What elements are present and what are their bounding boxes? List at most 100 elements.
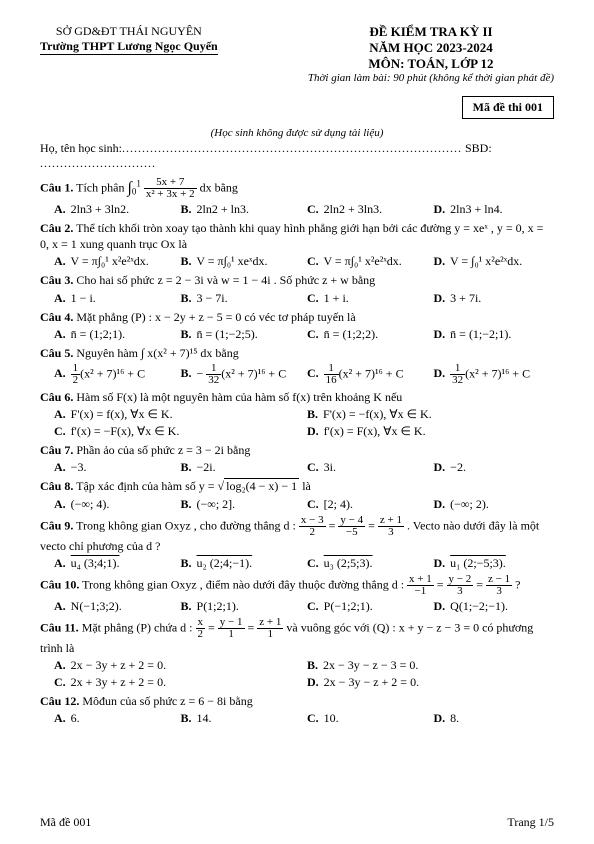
q12-opt-d: D. 8.: [434, 711, 555, 726]
q2-label: Câu 2.: [40, 221, 73, 235]
question-4: Câu 4. Mặt phẳng (P) : x − 2y + z − 5 = …: [40, 309, 554, 325]
school-name: Trường THPT Lương Ngọc Quyến: [40, 39, 218, 55]
exam-page: SỞ GD&ĐT THÁI NGUYÊN Trường THPT Lương N…: [0, 0, 594, 844]
q5-label: Câu 5.: [40, 346, 73, 360]
question-9: Câu 9. Trong không gian Oxyz , cho đường…: [40, 515, 554, 554]
q2-opt-a: A. V = π∫₀¹ x²e²ˣdx.: [54, 254, 175, 269]
q9-label: Câu 9.: [40, 518, 73, 532]
header: SỞ GD&ĐT THÁI NGUYÊN Trường THPT Lương N…: [40, 24, 554, 84]
exam-title: ĐỀ KIỂM TRA KỲ II: [308, 24, 554, 40]
q5-opt-b: B. − 132(x² + 7)¹⁶ + C: [181, 363, 302, 386]
q11-text-a: Mặt phẳng (P) chứa d :: [82, 620, 196, 634]
q2-opt-c: C. V = π∫₀¹ x²e²ˣdx.: [307, 254, 428, 269]
q2-opt-d: D. V = ∫₀¹ x²e²ˣdx.: [434, 254, 555, 269]
header-right: ĐỀ KIỂM TRA KỲ II NĂM HỌC 2023-2024 MÔN:…: [308, 24, 554, 84]
footer-left: Mã đề 001: [40, 815, 91, 830]
q10-opt-a: A. N(−1;3;2).: [54, 599, 175, 614]
q6-options: A. F'(x) = f(x), ∀x ∈ K. B. F'(x) = −f(x…: [54, 407, 554, 439]
q7-opt-b: B. −2i.: [181, 460, 302, 475]
q8-text-b: là: [302, 479, 311, 493]
q7-label: Câu 7.: [40, 443, 73, 457]
q12-text: Môđun của số phức z = 6 − 8i bằng: [82, 694, 252, 708]
question-11: Câu 11. Mặt phẳng (P) chứa d : x2 = y − …: [40, 617, 554, 656]
q8-text-a: Tập xác định của hàm số y =: [76, 479, 217, 493]
q12-label: Câu 12.: [40, 694, 79, 708]
q10-opt-c: C. P(−1;2;1).: [307, 599, 428, 614]
q7-opt-d: D. −2.: [434, 460, 555, 475]
dots2: .............................: [40, 156, 156, 170]
q10-text-a: Trong không gian Oxyz , điểm nào dưới đâ…: [82, 577, 407, 591]
q6-opt-b: B. F'(x) = −f(x), ∀x ∈ K.: [307, 407, 554, 422]
q11-opt-c: C. 2x + 3y + z + 2 = 0.: [54, 675, 301, 690]
question-6: Câu 6. Hàm số F(x) là một nguyên hàm của…: [40, 389, 554, 405]
q10-text-b: ?: [515, 577, 520, 591]
question-5: Câu 5. Nguyên hàm ∫ x(x² + 7)¹⁵ dx bằng: [40, 345, 554, 361]
q1-text-a: Tích phân: [76, 180, 127, 194]
q2-options: A. V = π∫₀¹ x²e²ˣdx. B. V = π∫₀¹ xeˣdx. …: [54, 254, 554, 269]
exam-subject: MÔN: TOÁN, LỚP 12: [308, 56, 554, 72]
q4-opt-c: C. n̄ = (1;2;2).: [307, 327, 428, 342]
q1-frac: 5x + 7x² + 3x + 2: [144, 177, 197, 200]
q6-label: Câu 6.: [40, 390, 73, 404]
q4-label: Câu 4.: [40, 310, 73, 324]
q5-options: A. 12(x² + 7)¹⁶ + C B. − 132(x² + 7)¹⁶ +…: [54, 363, 554, 386]
question-7: Câu 7. Phần ảo của số phức z = 3 − 2i bằ…: [40, 442, 554, 458]
q7-options: A. −3. B. −2i. C. 3i. D. −2.: [54, 460, 554, 475]
q2-text: Thể tích khối tròn xoay tạo thành khi qu…: [40, 221, 543, 251]
q1-opt-d: D. 2ln3 + ln4.: [434, 202, 555, 217]
student-row: Họ, tên học sinh:.......................…: [40, 141, 554, 171]
q6-opt-a: A. F'(x) = f(x), ∀x ∈ K.: [54, 407, 301, 422]
dots: ........................................…: [122, 141, 462, 155]
question-2: Câu 2. Thể tích khối tròn xoay tạo thành…: [40, 220, 554, 252]
q1-opt-b: B. 2ln2 + ln3.: [181, 202, 302, 217]
q3-opt-c: C. 1 + i.: [307, 291, 428, 306]
q2-opt-b: B. V = π∫₀¹ xeˣdx.: [181, 254, 302, 269]
question-10: Câu 10. Trong không gian Oxyz , điểm nào…: [40, 574, 554, 597]
q4-options: A. n̄ = (1;2;1). B. n̄ = (1;−2;5). C. n̄…: [54, 327, 554, 342]
q8-opt-d: D. (−∞; 2).: [434, 497, 555, 512]
q3-opt-a: A. 1 − i.: [54, 291, 175, 306]
q11-label: Câu 11.: [40, 620, 79, 634]
q5-opt-d: D. 132(x² + 7)¹⁶ + C: [434, 363, 555, 386]
header-left: SỞ GD&ĐT THÁI NGUYÊN Trường THPT Lương N…: [40, 24, 218, 84]
exam-year: NĂM HỌC 2023-2024: [308, 40, 554, 56]
q8-opt-c: C. [2; 4).: [307, 497, 428, 512]
footer-right: Trang 1/5: [507, 815, 554, 830]
q10-options: A. N(−1;3;2). B. P(1;2;1). C. P(−1;2;1).…: [54, 599, 554, 614]
q11-opt-d: D. 2x − 3y − z + 2 = 0.: [307, 675, 554, 690]
q9-options: A. u₄ (3;4;1). B. u₂ (2;4;−1). C. u₃ (2;…: [54, 556, 554, 571]
q9-opt-d: D. u₁ (2;−5;3).: [434, 556, 555, 571]
q3-options: A. 1 − i. B. 3 − 7i. C. 1 + i. D. 3 + 7i…: [54, 291, 554, 306]
q1-opt-c: C. 2ln2 + 3ln3.: [307, 202, 428, 217]
q3-text: Cho hai số phức z = 2 − 3i và w = 1 − 4i…: [76, 273, 375, 287]
q6-opt-c: C. f'(x) = −F(x), ∀x ∈ K.: [54, 424, 301, 439]
question-12: Câu 12. Môđun của số phức z = 6 − 8i bằn…: [40, 693, 554, 709]
q4-opt-d: D. n̄ = (1;−2;1).: [434, 327, 555, 342]
exam-time: Thời gian làm bài: 90 phút (không kể thờ…: [308, 72, 554, 84]
q1-label: Câu 1.: [40, 180, 73, 194]
q12-opt-c: C. 10.: [307, 711, 428, 726]
q10-label: Câu 10.: [40, 577, 79, 591]
q10-opt-b: B. P(1;2;1).: [181, 599, 302, 614]
q11-opt-b: B. 2x − 3y − z − 3 = 0.: [307, 658, 554, 673]
sbd-label: SBD:: [465, 141, 492, 155]
q12-opt-a: A. 6.: [54, 711, 175, 726]
q11-opt-a: A. 2x − 3y + z + 2 = 0.: [54, 658, 301, 673]
q4-opt-a: A. n̄ = (1;2;1).: [54, 327, 175, 342]
question-8: Câu 8. Tập xác định của hàm số y = log₂(…: [40, 478, 554, 494]
q7-opt-a: A. −3.: [54, 460, 175, 475]
department: SỞ GD&ĐT THÁI NGUYÊN: [40, 24, 218, 39]
q9-opt-c: C. u₃ (2;5;3).: [307, 556, 428, 571]
exam-code-box: Mã đề thi 001: [462, 96, 554, 119]
q9-text-a: Trong không gian Oxyz , cho đường thẳng …: [76, 518, 299, 532]
q1-opt-a: A. 2ln3 + 3ln2.: [54, 202, 175, 217]
q3-label: Câu 3.: [40, 273, 73, 287]
q4-opt-b: B. n̄ = (1;−2;5).: [181, 327, 302, 342]
q6-opt-d: D. f'(x) = F(x), ∀x ∈ K.: [307, 424, 554, 439]
q4-text: Mặt phẳng (P) : x − 2y + z − 5 = 0 có vé…: [76, 310, 355, 324]
q5-opt-c: C. 116(x² + 7)¹⁶ + C: [307, 363, 428, 386]
q8-label: Câu 8.: [40, 479, 73, 493]
q9-opt-b: B. u₂ (2;4;−1).: [181, 556, 302, 571]
q8-options: A. (−∞; 4). B. (−∞; 2]. C. [2; 4). D. (−…: [54, 497, 554, 512]
question-1: Câu 1. Tích phân ∫01 5x + 7x² + 3x + 2 d…: [40, 177, 554, 200]
